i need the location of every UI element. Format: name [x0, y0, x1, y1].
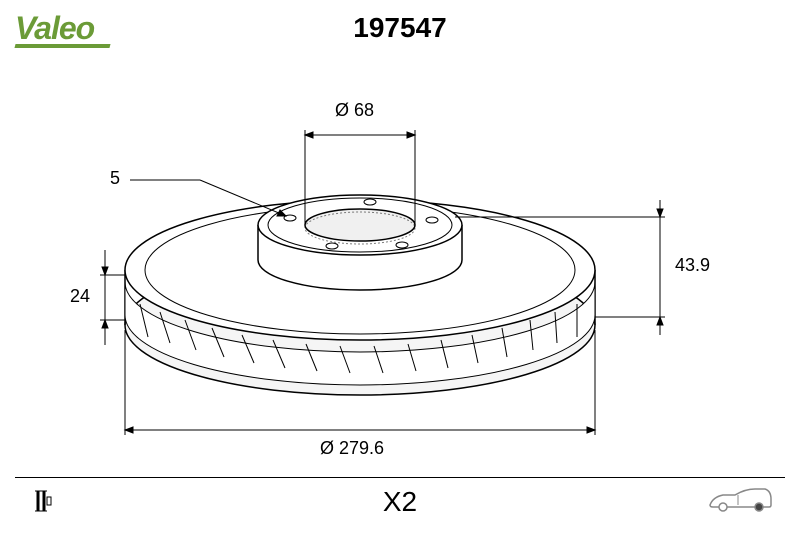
- technical-drawing: Ø 68 5 24 43.9 Ø 279.6: [0, 50, 800, 473]
- dim-outer-diameter: Ø 279.6: [320, 438, 384, 459]
- dim-height: 43.9: [675, 255, 710, 276]
- part-number: 197547: [353, 12, 446, 44]
- dim-bore-diameter: Ø 68: [335, 100, 374, 121]
- footer-divider: [15, 477, 785, 478]
- brand-logo: Valeo: [15, 10, 94, 47]
- dim-thickness: 24: [70, 286, 90, 307]
- brand-logo-underline: [14, 44, 110, 48]
- dim-bolt-count: 5: [110, 168, 120, 189]
- quantity-label: X2: [383, 486, 417, 518]
- disc-side-icon: [30, 486, 60, 521]
- car-icon: [705, 485, 775, 518]
